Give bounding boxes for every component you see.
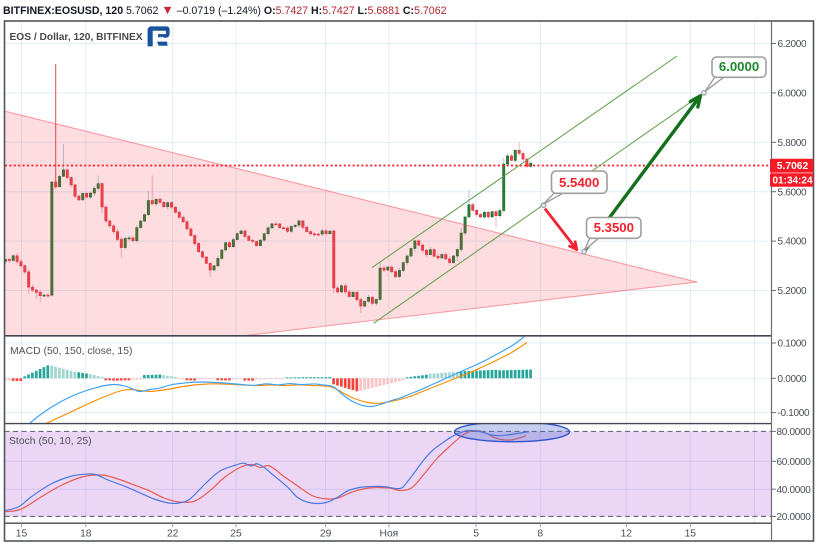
svg-text:0.0000: 0.0000 <box>778 374 808 385</box>
svg-text:5.8000: 5.8000 <box>778 138 808 149</box>
svg-text:BITFINEX:EOSUSD, 120 5.7062 ▼: BITFINEX:EOSUSD, 120 5.7062 ▼ –0.0719 (–… <box>3 3 447 17</box>
svg-text:MACD (50, 150, close, 15): MACD (50, 150, close, 15) <box>10 346 132 357</box>
svg-text:12: 12 <box>621 529 633 540</box>
svg-text:EOS / Dollar, 120, BITFINEX: EOS / Dollar, 120, BITFINEX <box>10 32 143 43</box>
svg-text:5.7062: 5.7062 <box>777 161 809 172</box>
svg-text:Ноя: Ноя <box>380 529 399 540</box>
svg-text:01:34:24: 01:34:24 <box>772 175 812 186</box>
svg-text:5: 5 <box>473 529 479 540</box>
svg-text:15: 15 <box>685 529 697 540</box>
svg-text:5.6000: 5.6000 <box>778 187 808 198</box>
svg-text:6.0000: 6.0000 <box>719 59 759 74</box>
svg-text:80.0000: 80.0000 <box>777 427 812 438</box>
svg-text:18: 18 <box>80 529 92 540</box>
svg-text:40.0000: 40.0000 <box>777 485 812 496</box>
svg-text:8: 8 <box>537 529 543 540</box>
svg-text:5.2000: 5.2000 <box>778 286 808 297</box>
svg-text:6.0000: 6.0000 <box>778 89 808 100</box>
svg-text:60.0000: 60.0000 <box>777 457 812 468</box>
svg-text:5.4000: 5.4000 <box>778 237 808 248</box>
svg-text:6.2000: 6.2000 <box>778 39 808 50</box>
svg-text:5.5400: 5.5400 <box>559 175 599 190</box>
svg-text:20.0000: 20.0000 <box>777 512 812 523</box>
svg-text:15: 15 <box>16 529 28 540</box>
svg-text:Stoch (50, 10, 25): Stoch (50, 10, 25) <box>9 436 92 447</box>
svg-text:29: 29 <box>320 529 332 540</box>
svg-text:0.1000: 0.1000 <box>778 339 808 350</box>
svg-text:25: 25 <box>230 529 242 540</box>
svg-text:5.3500: 5.3500 <box>594 220 634 235</box>
svg-text:22: 22 <box>167 529 179 540</box>
svg-text:-0.1000: -0.1000 <box>778 408 811 419</box>
